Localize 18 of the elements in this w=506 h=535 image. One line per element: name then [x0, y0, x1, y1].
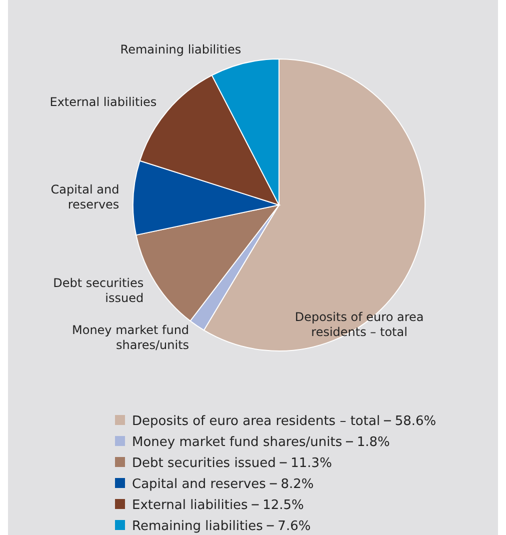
data-label: 8.2%	[280, 477, 314, 492]
slice-label: Money market fund shares/units	[72, 322, 190, 352]
legend-label: Debt securities issued	[132, 456, 276, 471]
slice-label: Remaining liabilities	[120, 42, 242, 57]
legend-label: Remaining liabilities	[132, 519, 264, 534]
legend-label: Money market fund shares/units	[132, 435, 342, 450]
slice-label: Deposits of euro area residents – total	[294, 310, 424, 340]
data-label: 11.3%	[290, 456, 332, 471]
legend-label: Capital and reserves	[132, 477, 266, 492]
slice-label: External liabilities	[50, 94, 157, 109]
legend-label: Deposits of euro area residents – total	[132, 414, 380, 429]
data-label: 7.6%	[278, 519, 311, 534]
legend-label: External liabilities	[132, 498, 248, 513]
data-label: 12.5%	[262, 498, 304, 513]
slice-label: Capital and reserves	[50, 182, 120, 212]
slice-label: Debt securities issued	[53, 276, 144, 305]
data-label: 1.8%	[356, 435, 390, 450]
data-label: 58.6%	[394, 414, 436, 429]
